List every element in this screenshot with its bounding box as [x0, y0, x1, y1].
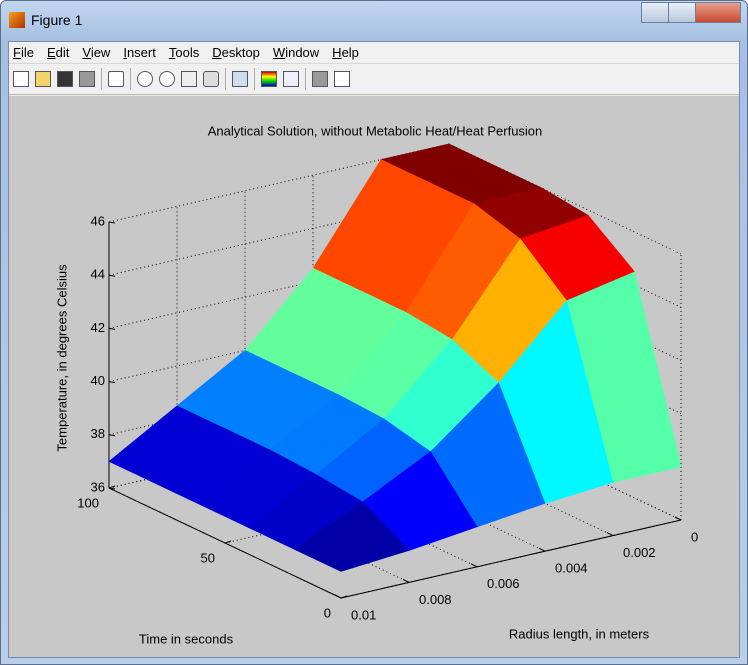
new-button[interactable]	[13, 71, 29, 87]
tick-mark	[108, 485, 116, 489]
tick-mark	[108, 274, 116, 277]
tick-mark	[108, 381, 116, 384]
close-button[interactable]	[695, 2, 741, 23]
y-tick-label: 100	[77, 495, 99, 510]
menu-bar: File Edit View Insert Tools Desktop Window Help	[9, 42, 739, 63]
client-area: File Edit View Insert Tools Desktop Window Help	[8, 41, 740, 658]
x-axis-label: Radius length, in meters	[509, 626, 650, 641]
separator	[305, 68, 306, 90]
app-icon	[9, 12, 25, 28]
axis-line	[340, 519, 682, 599]
legend-button[interactable]	[283, 71, 299, 87]
menu-item[interactable]: Desktop	[212, 45, 260, 60]
rotate-button[interactable]	[203, 71, 219, 87]
surface-patch	[294, 501, 410, 572]
x-tick-label: 0	[691, 529, 698, 544]
show-tools-button[interactable]	[334, 71, 350, 87]
zoom-out-button[interactable]	[159, 71, 175, 87]
toolbar	[9, 63, 739, 95]
tick-mark	[108, 221, 116, 224]
edit-plot-button[interactable]	[108, 71, 124, 87]
z-tick-label: 38	[91, 426, 105, 441]
z-axis-label: Temperature, in degrees Celsius	[54, 264, 69, 452]
hide-tools-button[interactable]	[312, 71, 328, 87]
grid-line	[448, 143, 682, 255]
menu-item[interactable]: Window	[272, 45, 320, 60]
y-tick-label: 0	[324, 605, 331, 620]
z-tick-label: 46	[91, 213, 105, 228]
x-tick-label: 0.006	[487, 576, 520, 591]
tick-mark	[674, 516, 682, 521]
menu-item[interactable]: File	[13, 45, 34, 60]
tick-mark	[538, 547, 546, 552]
window-title: Figure 1	[31, 12, 83, 28]
menu-item[interactable]: Tools	[168, 45, 200, 60]
open-button[interactable]	[35, 71, 51, 87]
tick-mark	[340, 595, 348, 599]
separator	[130, 68, 131, 90]
chart-title: Analytical Solution, without Metabolic H…	[208, 123, 543, 138]
menu-item[interactable]: View	[82, 45, 111, 60]
z-tick-label: 36	[91, 479, 105, 494]
save-button[interactable]	[57, 71, 73, 87]
tick-mark	[108, 434, 116, 437]
tick-mark	[108, 327, 116, 330]
separator	[225, 68, 226, 90]
colorbar-button[interactable]	[261, 71, 277, 87]
y-tick-label: 50	[201, 550, 215, 565]
maximize-button[interactable]	[668, 2, 696, 23]
x-tick-label: 0.01	[351, 607, 376, 622]
menu-item[interactable]: Edit	[46, 45, 70, 60]
pan-button[interactable]	[181, 71, 197, 87]
minimize-button[interactable]	[641, 2, 669, 23]
title-bar: Figure 1	[9, 7, 82, 33]
menu-item[interactable]: Insert	[123, 45, 156, 60]
y-axis-label: Time in seconds	[139, 631, 234, 646]
z-tick-label: 40	[91, 373, 105, 388]
tick-mark	[606, 532, 614, 537]
x-tick-label: 0.002	[623, 545, 656, 560]
z-tick-label: 44	[91, 267, 105, 282]
separator	[101, 68, 102, 90]
figure: Analytical Solution, without Metabolic H…	[9, 96, 739, 657]
separator	[254, 68, 255, 90]
x-tick-label: 0.004	[555, 561, 588, 576]
x-tick-label: 0.008	[419, 592, 452, 607]
tick-mark	[334, 594, 342, 599]
menu-item[interactable]: Help	[332, 45, 359, 60]
print-button[interactable]	[79, 71, 95, 87]
zoom-in-button[interactable]	[137, 71, 153, 87]
tick-mark	[402, 578, 410, 583]
window-buttons	[641, 2, 741, 23]
tick-mark	[224, 540, 232, 544]
tick-mark	[470, 563, 478, 568]
z-tick-label: 42	[91, 320, 105, 335]
data-cursor-button[interactable]	[232, 71, 248, 87]
